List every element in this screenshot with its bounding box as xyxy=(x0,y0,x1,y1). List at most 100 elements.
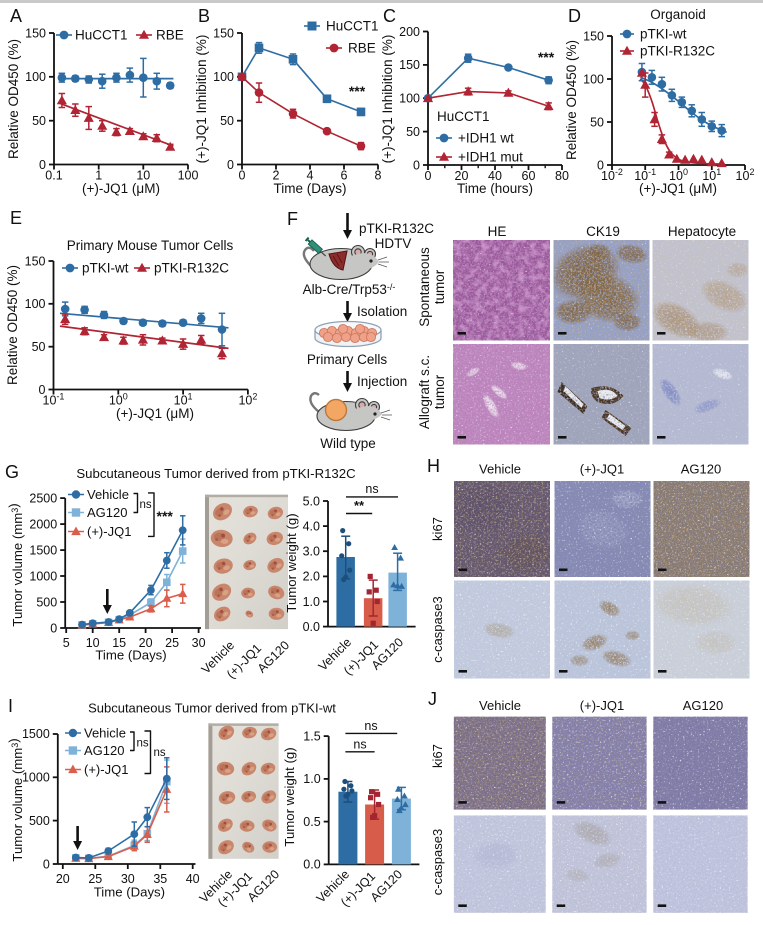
svg-text:Vehicle: Vehicle xyxy=(479,462,521,477)
svg-text:5: 5 xyxy=(63,636,70,650)
svg-text:50: 50 xyxy=(590,115,604,129)
svg-text:Vehicle: Vehicle xyxy=(87,487,129,502)
svg-text:Time (Days): Time (Days) xyxy=(94,885,165,900)
svg-text:1500: 1500 xyxy=(22,727,50,741)
svg-text:(+)-JQ1 (μM): (+)-JQ1 (μM) xyxy=(116,406,194,421)
svg-text:80: 80 xyxy=(555,169,569,183)
svg-text:(+)-JQ1 (μM): (+)-JQ1 (μM) xyxy=(82,181,160,196)
svg-text:Vehicle: Vehicle xyxy=(479,698,521,713)
svg-text:20: 20 xyxy=(139,636,153,650)
svg-text:ki67: ki67 xyxy=(430,744,445,768)
svg-text:4: 4 xyxy=(307,169,314,183)
svg-text:150: 150 xyxy=(399,58,420,72)
svg-text:1500: 1500 xyxy=(29,543,57,557)
svg-text:0: 0 xyxy=(413,158,420,172)
svg-text:100: 100 xyxy=(178,169,199,183)
svg-text:ns: ns xyxy=(365,482,378,496)
svg-text:pTKI-R132C: pTKI-R132C xyxy=(640,44,715,59)
svg-text:0.1: 0.1 xyxy=(45,169,62,183)
svg-text:**: ** xyxy=(354,498,365,513)
svg-text:100: 100 xyxy=(25,297,46,311)
svg-text:Spontaneous: Spontaneous xyxy=(417,247,432,327)
svg-text:500: 500 xyxy=(29,814,50,828)
svg-text:c-caspase3: c-caspase3 xyxy=(430,829,445,895)
svg-text:25: 25 xyxy=(88,872,102,886)
svg-text:8: 8 xyxy=(375,169,382,183)
svg-text:0.5: 0.5 xyxy=(303,815,320,829)
svg-text:ns: ns xyxy=(140,499,152,511)
svg-text:A: A xyxy=(10,6,22,26)
svg-text:(+)-JQ1 (μM): (+)-JQ1 (μM) xyxy=(639,181,717,196)
svg-text:10: 10 xyxy=(136,169,150,183)
svg-text:150: 150 xyxy=(213,26,234,40)
svg-text:50: 50 xyxy=(32,114,46,128)
svg-text:(+)-JQ1 Inhibition (%): (+)-JQ1 Inhibition (%) xyxy=(380,35,395,164)
svg-text:35: 35 xyxy=(153,872,167,886)
svg-text:HuCCT1: HuCCT1 xyxy=(437,109,490,124)
svg-text:0: 0 xyxy=(239,169,246,183)
svg-text:2500: 2500 xyxy=(29,491,57,505)
svg-text:ns: ns xyxy=(364,719,377,733)
svg-text:0: 0 xyxy=(39,158,46,172)
svg-text:100: 100 xyxy=(25,70,46,84)
svg-text:5.0: 5.0 xyxy=(303,494,320,508)
svg-text:Tumor volume (mm3): Tumor volume (mm3) xyxy=(6,503,25,626)
svg-text:Relative OD450 (%): Relative OD450 (%) xyxy=(5,265,20,385)
svg-text:0.0: 0.0 xyxy=(303,858,320,872)
svg-text:D: D xyxy=(568,6,581,26)
svg-text:30: 30 xyxy=(121,872,135,886)
svg-text:Primary Mouse Tumor Cells: Primary Mouse Tumor Cells xyxy=(67,238,234,253)
svg-text:B: B xyxy=(198,6,210,26)
svg-text:+IDH1 wt: +IDH1 wt xyxy=(458,131,514,146)
svg-text:0: 0 xyxy=(39,383,46,397)
svg-text:c-caspase3: c-caspase3 xyxy=(430,596,445,662)
svg-text:pTKI-wt: pTKI-wt xyxy=(640,27,687,42)
svg-text:Wild type: Wild type xyxy=(320,436,376,451)
svg-text:20: 20 xyxy=(455,169,469,183)
svg-text:(+)-JQ1: (+)-JQ1 xyxy=(84,762,128,777)
svg-text:***: *** xyxy=(538,49,555,65)
svg-text:0.0: 0.0 xyxy=(303,620,320,634)
svg-text:2000: 2000 xyxy=(29,517,57,531)
svg-text:Isolation: Isolation xyxy=(357,304,407,319)
svg-text:0: 0 xyxy=(425,169,432,183)
svg-text:(+)-JQ1: (+)-JQ1 xyxy=(87,524,131,539)
svg-text:Organoid: Organoid xyxy=(650,7,706,22)
svg-text:150: 150 xyxy=(583,29,604,43)
svg-text:+IDH1 mut: +IDH1 mut xyxy=(458,150,523,165)
svg-text:E: E xyxy=(10,208,22,228)
svg-text:40: 40 xyxy=(186,872,200,886)
svg-text:Relative OD450 (%): Relative OD450 (%) xyxy=(564,40,579,160)
svg-text:I: I xyxy=(8,696,13,716)
svg-text:ns: ns xyxy=(154,747,166,759)
svg-text:30: 30 xyxy=(192,636,206,650)
svg-text:Subcutaneous Tumor derived fro: Subcutaneous Tumor derived from pTKI-R13… xyxy=(76,466,356,481)
svg-text:100: 100 xyxy=(399,92,420,106)
svg-text:15: 15 xyxy=(112,636,126,650)
svg-text:Tumor weight (g): Tumor weight (g) xyxy=(282,747,297,846)
svg-text:50: 50 xyxy=(406,125,420,139)
svg-text:3.0: 3.0 xyxy=(303,545,320,559)
svg-text:200: 200 xyxy=(399,25,420,39)
svg-text:100: 100 xyxy=(583,72,604,86)
svg-text:C: C xyxy=(383,6,396,26)
svg-text:1000: 1000 xyxy=(29,569,57,583)
svg-text:HuCCT1: HuCCT1 xyxy=(326,19,379,34)
svg-text:50: 50 xyxy=(32,340,46,354)
svg-text:25: 25 xyxy=(165,636,179,650)
svg-text:AG120: AG120 xyxy=(87,505,127,520)
svg-text:1: 1 xyxy=(95,169,102,183)
svg-text:G: G xyxy=(5,462,19,482)
svg-text:Primary Cells: Primary Cells xyxy=(307,352,388,367)
svg-text:(+)-JQ1 Inhibition (%): (+)-JQ1 Inhibition (%) xyxy=(194,35,209,164)
svg-text:10: 10 xyxy=(86,636,100,650)
svg-text:CK19: CK19 xyxy=(586,224,620,239)
svg-text:4.0: 4.0 xyxy=(303,519,320,533)
svg-text:Allograft s.c.: Allograft s.c. xyxy=(417,355,432,429)
svg-text:100: 100 xyxy=(213,70,234,84)
svg-text:H: H xyxy=(427,456,440,476)
svg-text:ki67: ki67 xyxy=(430,517,445,541)
svg-text:150: 150 xyxy=(25,254,46,268)
svg-text:Vehicle: Vehicle xyxy=(84,726,126,741)
svg-text:F: F xyxy=(287,209,298,229)
